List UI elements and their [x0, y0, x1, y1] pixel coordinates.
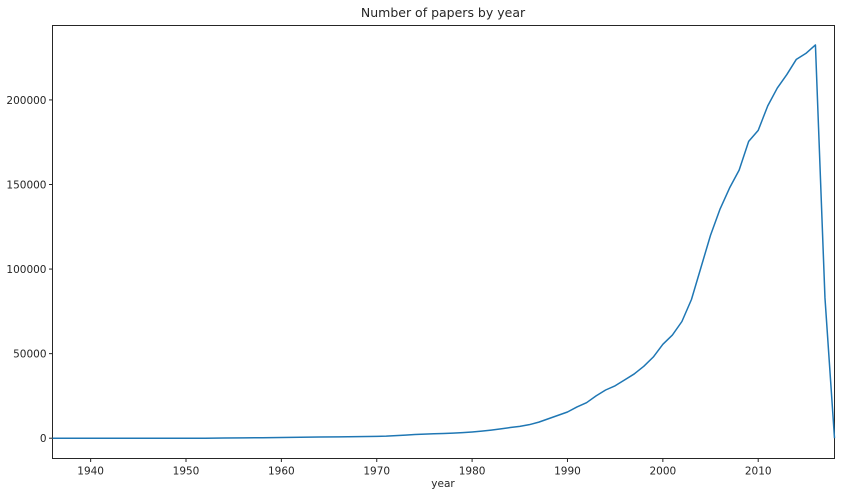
- y-axis: 0 50000 100000 150000 200000: [6, 95, 53, 445]
- plot-frame: [52, 25, 835, 459]
- y-tick-label: 100000: [6, 264, 46, 276]
- x-tick-label: 1990: [554, 466, 581, 478]
- x-tick-label: 2000: [649, 466, 676, 478]
- chart-title: Number of papers by year: [361, 5, 526, 20]
- x-tick-label: 1980: [459, 466, 486, 478]
- x-axis-label: year: [431, 478, 455, 490]
- x-tick-label: 1960: [268, 466, 295, 478]
- y-tick-label: 50000: [13, 349, 46, 361]
- x-tick-label: 1970: [363, 466, 390, 478]
- x-tick-label: 2010: [745, 466, 772, 478]
- x-axis: 1940 1950 1960 1970 1980 1990 2000 2010: [77, 458, 772, 478]
- series-line: [52, 44, 836, 439]
- x-tick-label: 1940: [77, 466, 104, 478]
- y-tick-label: 200000: [6, 95, 46, 107]
- y-tick-label: 150000: [6, 179, 46, 191]
- x-tick-label: 1950: [173, 466, 200, 478]
- y-tick-label: 0: [40, 433, 47, 445]
